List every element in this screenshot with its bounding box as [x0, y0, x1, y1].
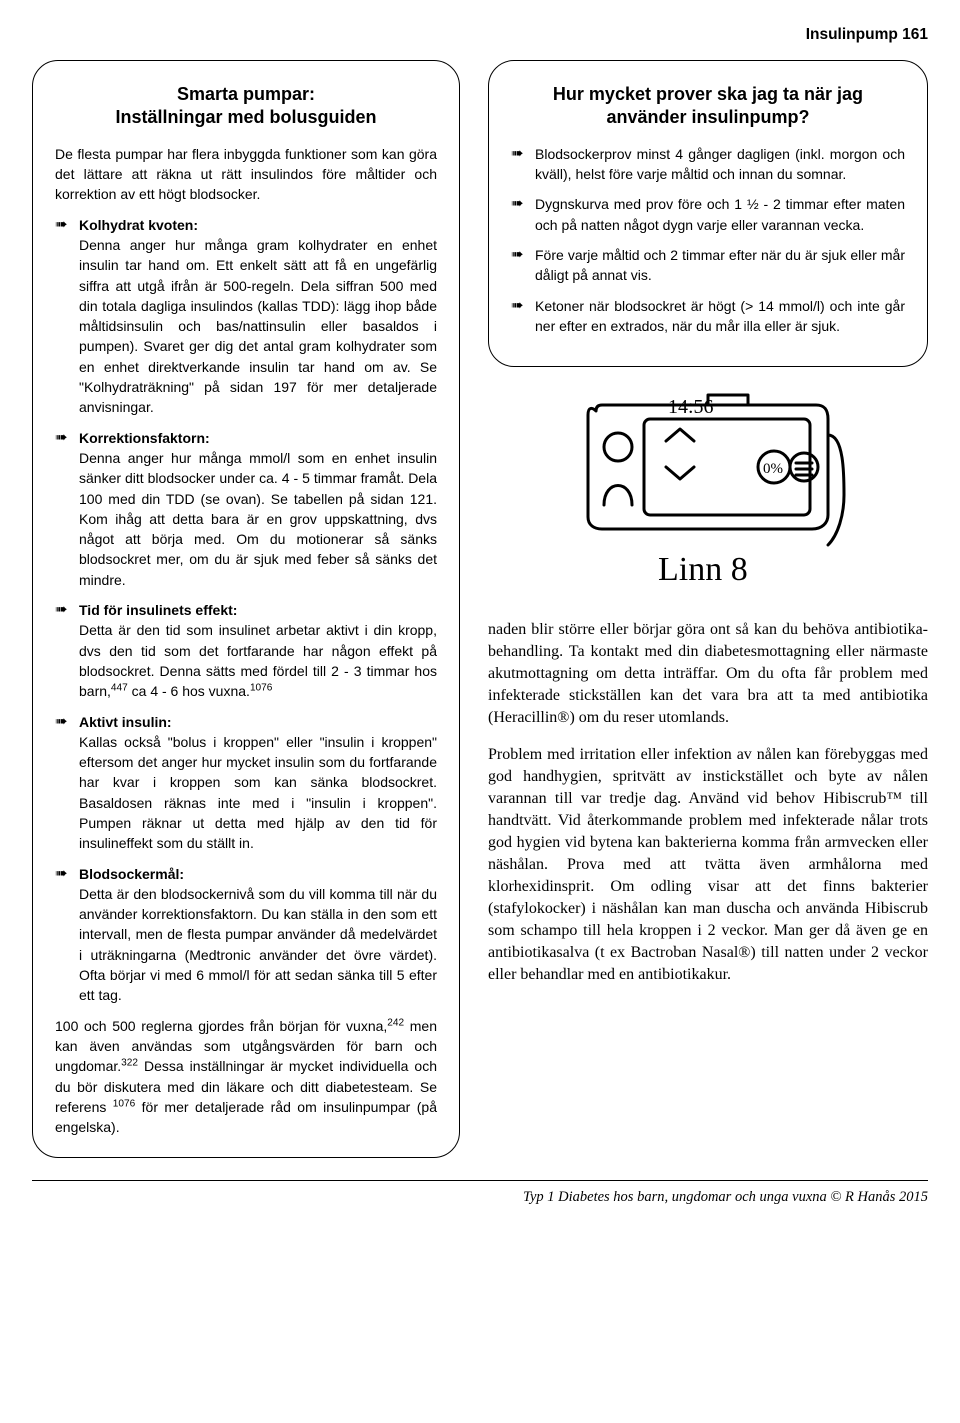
- sup-ref: 322: [121, 1058, 138, 1069]
- right-box: Hur mycket prover ska jag ta när jag anv…: [488, 60, 928, 367]
- bullet-body: Blodsockerprov minst 4 gånger dagligen (…: [535, 144, 905, 185]
- sup-ref: 1076: [250, 683, 272, 694]
- bullet-body: Kallas också "bolus i kroppen" eller "in…: [79, 734, 437, 851]
- arrow-icon: ➠: [55, 428, 79, 590]
- rbullet-0: ➠ Blodsockerprov minst 4 gånger dagligen…: [511, 144, 905, 185]
- illus-caption: Linn 8: [658, 551, 748, 588]
- rbullet-3: ➠ Ketoner när blodsockret är högt (> 14 …: [511, 296, 905, 337]
- rbullet-2: ➠ Före varje måltid och 2 timmar efter n…: [511, 245, 905, 286]
- bullet-body: Dygnskurva med prov före och 1 ½ - 2 tim…: [535, 194, 905, 235]
- arrow-icon: ➠: [55, 215, 79, 418]
- bullet-term: Aktivt insulin:: [79, 714, 172, 730]
- body-para-0: naden blir större eller börjar göra ont …: [488, 619, 928, 729]
- arrow-icon: ➠: [511, 144, 535, 185]
- bullet-tid: ➠ Tid för insulinets effekt: Detta är de…: [55, 600, 437, 701]
- bullet-body: Detta är den blodsockernivå som du vill …: [79, 886, 437, 1003]
- bullet-body: Denna anger hur många mmol/l som en enhe…: [79, 450, 437, 588]
- left-column: Smarta pumpar: Inställningar med bolusgu…: [32, 60, 460, 1158]
- bullet-body-b: ca 4 - 6 hos vuxna.: [128, 683, 250, 699]
- sup-ref: 242: [387, 1017, 404, 1028]
- arrow-icon: ➠: [511, 194, 535, 235]
- bullet-text: Blodsockermål: Detta är den blodsockerni…: [79, 864, 437, 1006]
- right-title-line1: Hur mycket prover ska jag ta när jag: [553, 84, 863, 104]
- illus-time: 14:56: [668, 396, 714, 418]
- right-column: Hur mycket prover ska jag ta när jag anv…: [488, 60, 928, 1158]
- bullet-body: Före varje måltid och 2 timmar efter när…: [535, 245, 905, 286]
- bullet-aktivt: ➠ Aktivt insulin: Kallas också "bolus i …: [55, 712, 437, 854]
- arrow-icon: ➠: [511, 245, 535, 286]
- bullet-text: Tid för insulinets effekt: Detta är den …: [79, 600, 437, 701]
- body-para-1: Problem med irritation eller infektion a…: [488, 744, 928, 987]
- bullet-text: Aktivt insulin: Kallas också "bolus i kr…: [79, 712, 437, 854]
- bullet-term: Korrektionsfaktorn:: [79, 430, 210, 446]
- bullet-text: Kolhydrat kvoten: Denna anger hur många …: [79, 215, 437, 418]
- bullet-blodsockermal: ➠ Blodsockermål: Detta är den blodsocker…: [55, 864, 437, 1006]
- bullet-kolhydrat: ➠ Kolhydrat kvoten: Denna anger hur mång…: [55, 215, 437, 418]
- arrow-icon: ➠: [511, 296, 535, 337]
- right-box-title: Hur mycket prover ska jag ta när jag anv…: [511, 83, 905, 130]
- left-title-line2: Inställningar med bolusguiden: [115, 107, 376, 127]
- arrow-icon: ➠: [55, 864, 79, 1006]
- arrow-icon: ➠: [55, 712, 79, 854]
- bullet-term: Kolhydrat kvoten:: [79, 217, 198, 233]
- bullet-text: Korrektionsfaktorn: Denna anger hur mång…: [79, 428, 437, 590]
- sup-ref: 447: [111, 683, 128, 694]
- left-box-title: Smarta pumpar: Inställningar med bolusgu…: [55, 83, 437, 130]
- rbullet-1: ➠ Dygnskurva med prov före och 1 ½ - 2 t…: [511, 194, 905, 235]
- left-title-line1: Smarta pumpar:: [177, 84, 315, 104]
- page-header: Insulinpump 161: [32, 24, 928, 46]
- foot-a: 100 och 500 reglerna gjordes från början…: [55, 1018, 387, 1034]
- bullet-body: Ketoner när blodsockret är högt (> 14 mm…: [535, 296, 905, 337]
- left-box-footer: 100 och 500 reglerna gjordes från början…: [55, 1016, 437, 1138]
- arrow-icon: ➠: [55, 600, 79, 701]
- bullet-term: Tid för insulinets effekt:: [79, 602, 237, 618]
- right-title-line2: använder insulinpump?: [606, 107, 809, 127]
- left-box: Smarta pumpar: Inställningar med bolusgu…: [32, 60, 460, 1158]
- illus-pct: 0%: [763, 461, 783, 477]
- bullet-korrektion: ➠ Korrektionsfaktorn: Denna anger hur må…: [55, 428, 437, 590]
- bullet-body: Denna anger hur många gram kolhydrater e…: [79, 237, 437, 415]
- bullet-term: Blodsockermål:: [79, 866, 184, 882]
- page-footer: Typ 1 Diabetes hos barn, ungdomar och un…: [32, 1180, 928, 1208]
- sup-ref: 1076: [113, 1098, 135, 1109]
- left-box-intro: De flesta pumpar har flera inbyggda funk…: [55, 144, 437, 205]
- pump-drawing-illustration: 14:56 0% Linn 8: [548, 385, 868, 595]
- content-columns: Smarta pumpar: Inställningar med bolusgu…: [32, 60, 928, 1158]
